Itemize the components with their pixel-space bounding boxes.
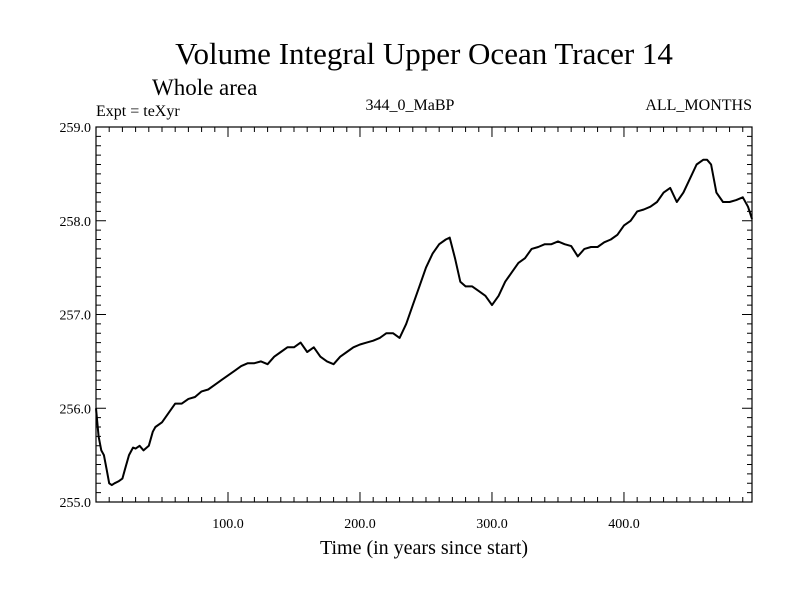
axis-tick-labels: 100.0 200.0 300.0 400.0 255.0 256.0 257.0 258.0… [60, 121, 640, 532]
x-tick-label: 300.0 [476, 517, 508, 532]
chart-subtitle: Whole area [152, 75, 257, 100]
annotation-left: Expt = teXyr [96, 103, 180, 120]
axis-ticks [96, 126, 752, 503]
y-tick-label: 256.0 [60, 402, 92, 417]
x-axis-label: Time (in years since start) [320, 537, 528, 559]
y-tick-label: 257.0 [60, 309, 92, 324]
y-tick-label: 255.0 [60, 496, 92, 511]
y-tick-label: 259.0 [60, 121, 92, 136]
chart-title: Volume Integral Upper Ocean Tracer 14 [175, 36, 673, 71]
y-tick-label: 258.0 [60, 215, 92, 230]
x-tick-label: 200.0 [344, 517, 376, 532]
plot-frame [95, 126, 753, 503]
x-tick-label: 100.0 [212, 517, 244, 532]
annotation-center: 344_0_MaBP [366, 97, 455, 114]
series-line [95, 158, 753, 487]
x-tick-label: 400.0 [608, 517, 640, 532]
annotation-right: ALL_MONTHS [645, 97, 752, 114]
